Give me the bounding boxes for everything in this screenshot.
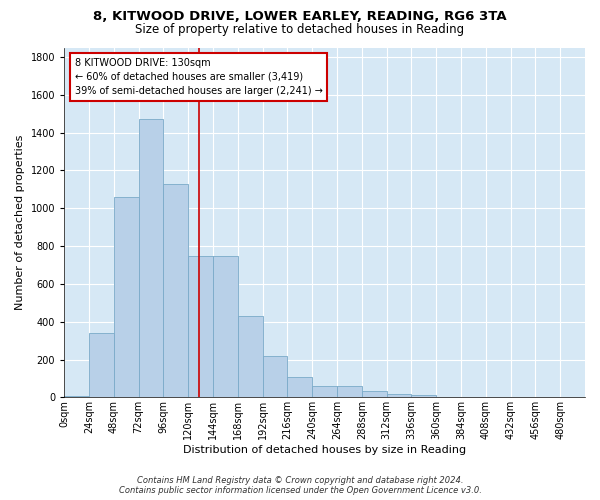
Bar — [139, 120, 163, 398]
Bar — [238, 316, 263, 398]
X-axis label: Distribution of detached houses by size in Reading: Distribution of detached houses by size … — [183, 445, 466, 455]
Bar — [362, 391, 386, 398]
Bar — [64, 396, 89, 398]
Text: Size of property relative to detached houses in Reading: Size of property relative to detached ho… — [136, 22, 464, 36]
Bar — [163, 184, 188, 398]
Bar — [412, 394, 436, 398]
Bar — [263, 356, 287, 398]
Y-axis label: Number of detached properties: Number of detached properties — [15, 135, 25, 310]
Bar — [312, 386, 337, 398]
Bar — [114, 197, 139, 398]
Text: 8 KITWOOD DRIVE: 130sqm
← 60% of detached houses are smaller (3,419)
39% of semi: 8 KITWOOD DRIVE: 130sqm ← 60% of detache… — [74, 58, 322, 96]
Text: Contains HM Land Registry data © Crown copyright and database right 2024.
Contai: Contains HM Land Registry data © Crown c… — [119, 476, 481, 495]
Bar — [188, 256, 213, 398]
Bar — [287, 376, 312, 398]
Bar — [337, 386, 362, 398]
Bar — [89, 333, 114, 398]
Text: 8, KITWOOD DRIVE, LOWER EARLEY, READING, RG6 3TA: 8, KITWOOD DRIVE, LOWER EARLEY, READING,… — [93, 10, 507, 23]
Bar — [213, 256, 238, 398]
Bar — [386, 394, 412, 398]
